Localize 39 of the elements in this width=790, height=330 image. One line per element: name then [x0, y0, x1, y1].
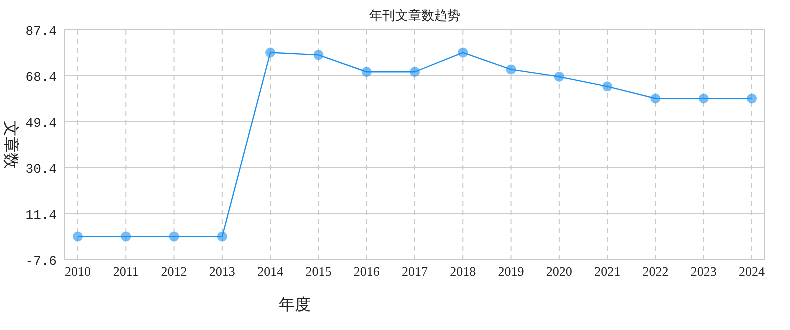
x-tick-label: 2017 — [402, 264, 428, 279]
point — [458, 48, 468, 58]
chart-title: 年刊文章数趋势 — [370, 8, 460, 23]
point — [698, 94, 709, 104]
x-tick-label: 2020 — [546, 264, 572, 279]
x-tick-label: 2024 — [739, 264, 766, 279]
x-tick-label: 2019 — [498, 264, 524, 279]
point — [217, 232, 228, 242]
point — [121, 232, 132, 242]
point — [506, 64, 516, 75]
x-tick-label: 2014 — [258, 264, 284, 279]
x-tick-label: 2010 — [65, 264, 91, 279]
point — [747, 94, 757, 104]
y-tick-label: 68.4 — [26, 70, 58, 85]
point — [602, 82, 613, 92]
point — [314, 50, 324, 60]
x-tick-label: 2018 — [450, 264, 476, 279]
y-axis-title: 文章数 — [2, 121, 20, 169]
point — [650, 94, 661, 104]
x-tick-label: 2023 — [690, 264, 717, 279]
point — [362, 67, 372, 78]
x-tick-label: 2011 — [113, 264, 139, 279]
x-tick-label: 2012 — [161, 264, 188, 279]
point — [169, 232, 180, 242]
x-tick-label: 2013 — [209, 264, 236, 279]
point — [410, 67, 420, 78]
y-tick-label: 11.4 — [26, 208, 58, 223]
y-tick-label: 87.4 — [26, 24, 58, 39]
x-tick-label: 2022 — [642, 264, 669, 279]
x-tick-label: 2021 — [594, 264, 621, 279]
point — [266, 48, 276, 58]
y-tick-label: -7.6 — [26, 254, 57, 269]
x-tick-label: 2015 — [306, 264, 332, 279]
x-tick-label: 2016 — [354, 264, 380, 279]
y-tick-label: 30.4 — [26, 162, 58, 177]
x-axis-title: 年度 — [279, 296, 311, 314]
point — [73, 232, 83, 242]
y-tick-label: 49.4 — [26, 116, 58, 131]
point — [554, 72, 564, 82]
